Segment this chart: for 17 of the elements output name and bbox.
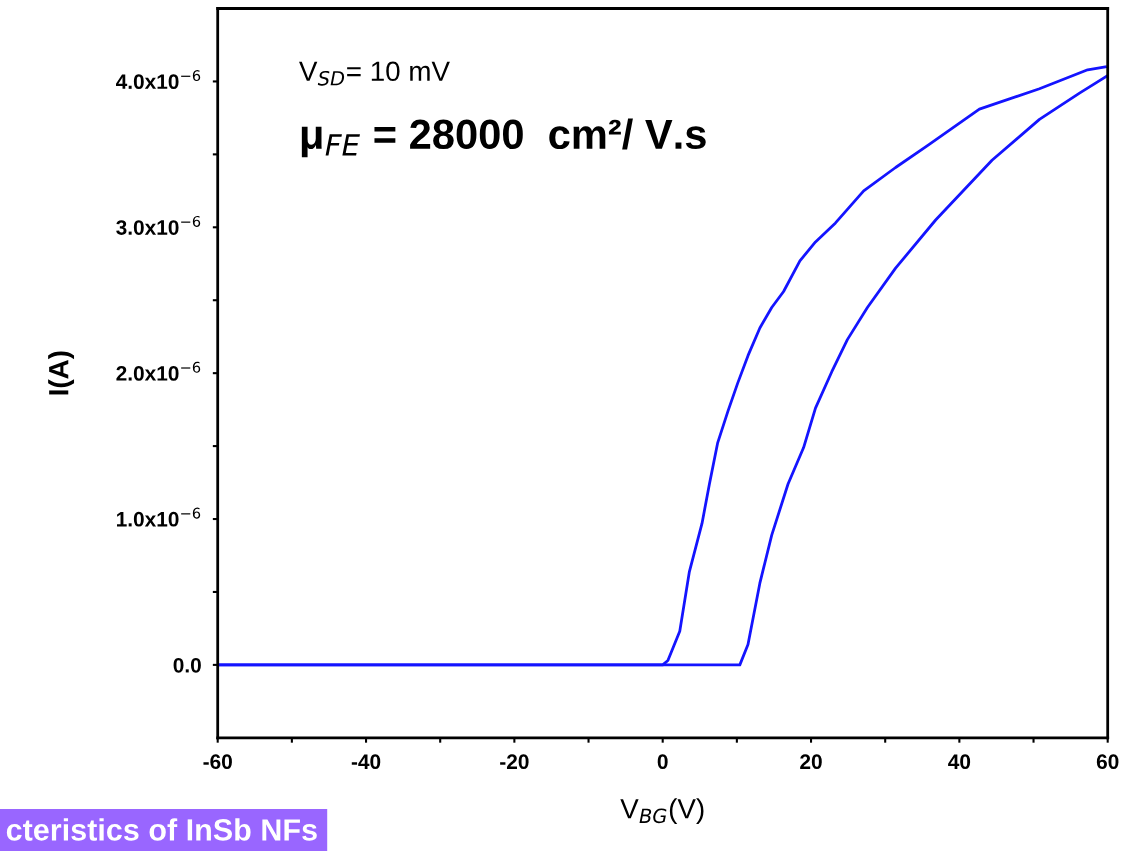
x-tick-label: 0 (657, 754, 668, 770)
y-tick-label: 4.0x10$^{−6}$ (116, 70, 201, 90)
y-axis-title: I(A) (48, 351, 75, 395)
annotation: V$_{SD}$= 10 mV (299, 61, 450, 86)
x-tick-label: 60 (1096, 754, 1119, 770)
y-tick-label: 2.0x10$^{−6}$ (116, 361, 201, 381)
y-tick-label: 0.0 (173, 657, 201, 673)
x-tick-label: -40 (351, 754, 381, 770)
x-axis-title: V$_{BG}$(V) (620, 798, 704, 825)
x-tick-label: -20 (500, 754, 529, 770)
annotation: μ$_{FE}$ = 28000 cm²/ V.s (301, 118, 706, 158)
x-tick-label: -60 (203, 754, 232, 770)
x-tick-label: 20 (800, 754, 822, 770)
text: cteristics of InSb NFs (6, 818, 317, 841)
y-tick-label: 1.0x10$^{−6}$ (117, 507, 201, 527)
y-tick-label: 3.0x10$^{−6}$ (116, 215, 201, 235)
x-tick-label: 40 (948, 754, 971, 770)
